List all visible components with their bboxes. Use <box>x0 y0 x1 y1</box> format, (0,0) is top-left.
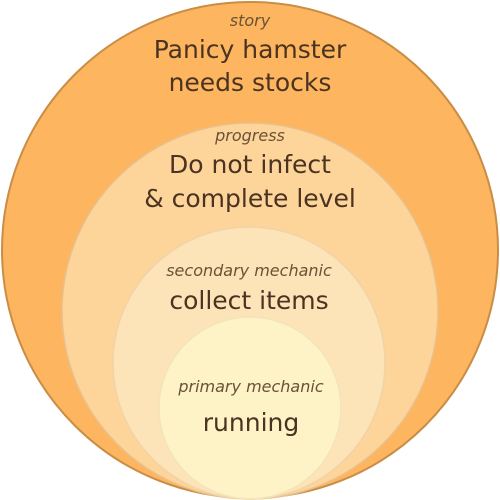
label-primary-mechanic: running <box>203 408 299 437</box>
label-story-line-2: needs stocks <box>169 68 332 97</box>
circle-primary-mechanic <box>158 316 342 500</box>
caption-progress: progress <box>214 126 285 145</box>
label-progress-line-1: Do not infect <box>169 150 331 179</box>
layer-primary-mechanic: primary mechanic running <box>158 316 342 500</box>
caption-primary-mechanic: primary mechanic <box>177 377 323 396</box>
label-secondary-mechanic: collect items <box>169 286 328 315</box>
caption-story: story <box>230 11 271 30</box>
label-progress-line-2: & complete level <box>144 184 356 213</box>
label-story-line-1: Panicy hamster <box>154 35 347 64</box>
caption-secondary-mechanic: secondary mechanic <box>166 261 332 280</box>
